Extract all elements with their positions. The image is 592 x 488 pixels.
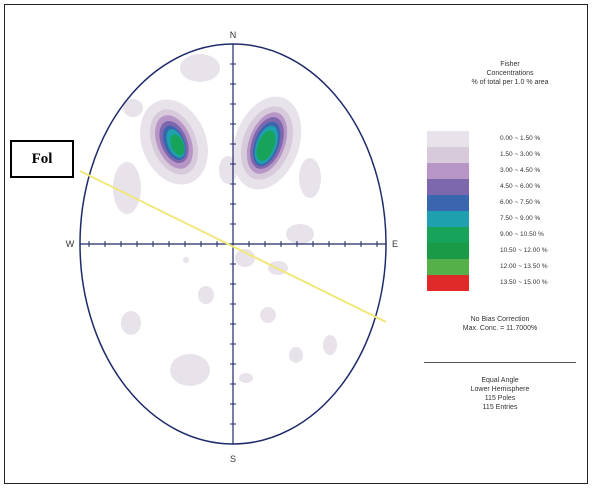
legend-range-label: 3.00 ~ 4.50 % — [500, 167, 541, 174]
contour-patch — [286, 224, 314, 244]
projection-line: Lower Hemisphere — [470, 386, 530, 393]
contour-patch — [170, 354, 210, 386]
legend-swatch — [427, 179, 469, 195]
south-label: S — [230, 454, 236, 464]
max-concentration: Max. Conc. = 11.7000% — [462, 325, 538, 332]
legend-range-label: 13.50 ~ 15.00 % — [500, 279, 548, 286]
projection-line: 115 Entries — [482, 404, 518, 411]
projection-line: 115 Poles — [484, 395, 516, 402]
contour-patch — [299, 158, 321, 198]
contour-level-7 — [170, 134, 185, 156]
foliation-label: Fol — [31, 150, 53, 167]
legend-divider — [424, 362, 576, 363]
legend-swatch — [427, 195, 469, 211]
legend-range-label: 4.50 ~ 6.00 % — [500, 183, 541, 190]
contour-patch — [121, 311, 141, 335]
contour-patch — [235, 249, 255, 267]
contour-patch — [260, 307, 276, 323]
legend-range-label: 1.50 ~ 3.00 % — [500, 151, 541, 158]
left-pole-cluster — [140, 99, 208, 185]
contour-patch — [289, 347, 303, 363]
contour-patch — [323, 335, 337, 355]
legend-title-line: % of total per 1.0 % area — [471, 79, 549, 86]
contour-patch — [180, 54, 220, 82]
legend-swatch — [427, 227, 469, 243]
legend-swatch — [427, 211, 469, 227]
projection-line: Equal Angle — [481, 377, 519, 384]
bias-note: No Bias Correction — [470, 316, 530, 323]
legend-range-label: 7.50 ~ 9.00 % — [500, 215, 541, 222]
legend-swatch — [427, 275, 469, 291]
foliation-label-box: Fol — [10, 140, 74, 178]
projection-info: Equal Angle Lower Hemisphere 115 Poles 1… — [420, 376, 580, 412]
contour-level-7 — [256, 130, 276, 162]
bias-note-block: No Bias Correction Max. Conc. = 11.7000% — [420, 315, 580, 333]
north-label: N — [230, 30, 237, 40]
west-label: W — [66, 239, 75, 249]
legend-range-label: 10.50 ~ 12.00 % — [500, 247, 548, 254]
legend-swatch — [427, 163, 469, 179]
contour-patch — [113, 162, 141, 214]
legend-title-line: Fisher — [500, 61, 520, 68]
legend-range-label: 0.00 ~ 1.50 % — [500, 135, 541, 142]
legend-swatch — [427, 243, 469, 259]
right-pole-cluster — [232, 96, 302, 190]
legend-range-label: 12.00 ~ 13.50 % — [500, 263, 548, 270]
east-label: E — [392, 239, 398, 249]
foliation-line — [79, 170, 387, 323]
legend-swatch — [427, 147, 469, 163]
contour-patch — [123, 99, 143, 117]
contour-patch — [239, 373, 253, 383]
legend-title: Fisher Concentrations % of total per 1.0… — [440, 60, 580, 87]
figure-frame — [4, 4, 588, 484]
legend-swatch — [427, 131, 469, 147]
legend-title-line: Concentrations — [486, 70, 534, 77]
legend-range-label: 9.00 ~ 10.50 % — [500, 231, 544, 238]
axis-ticks — [88, 63, 378, 425]
contour-patch — [183, 257, 189, 263]
legend-range-label: 6.00 ~ 7.50 % — [500, 199, 541, 206]
contour-patch — [198, 286, 214, 304]
legend-swatch — [427, 259, 469, 275]
density-contours — [113, 54, 337, 386]
